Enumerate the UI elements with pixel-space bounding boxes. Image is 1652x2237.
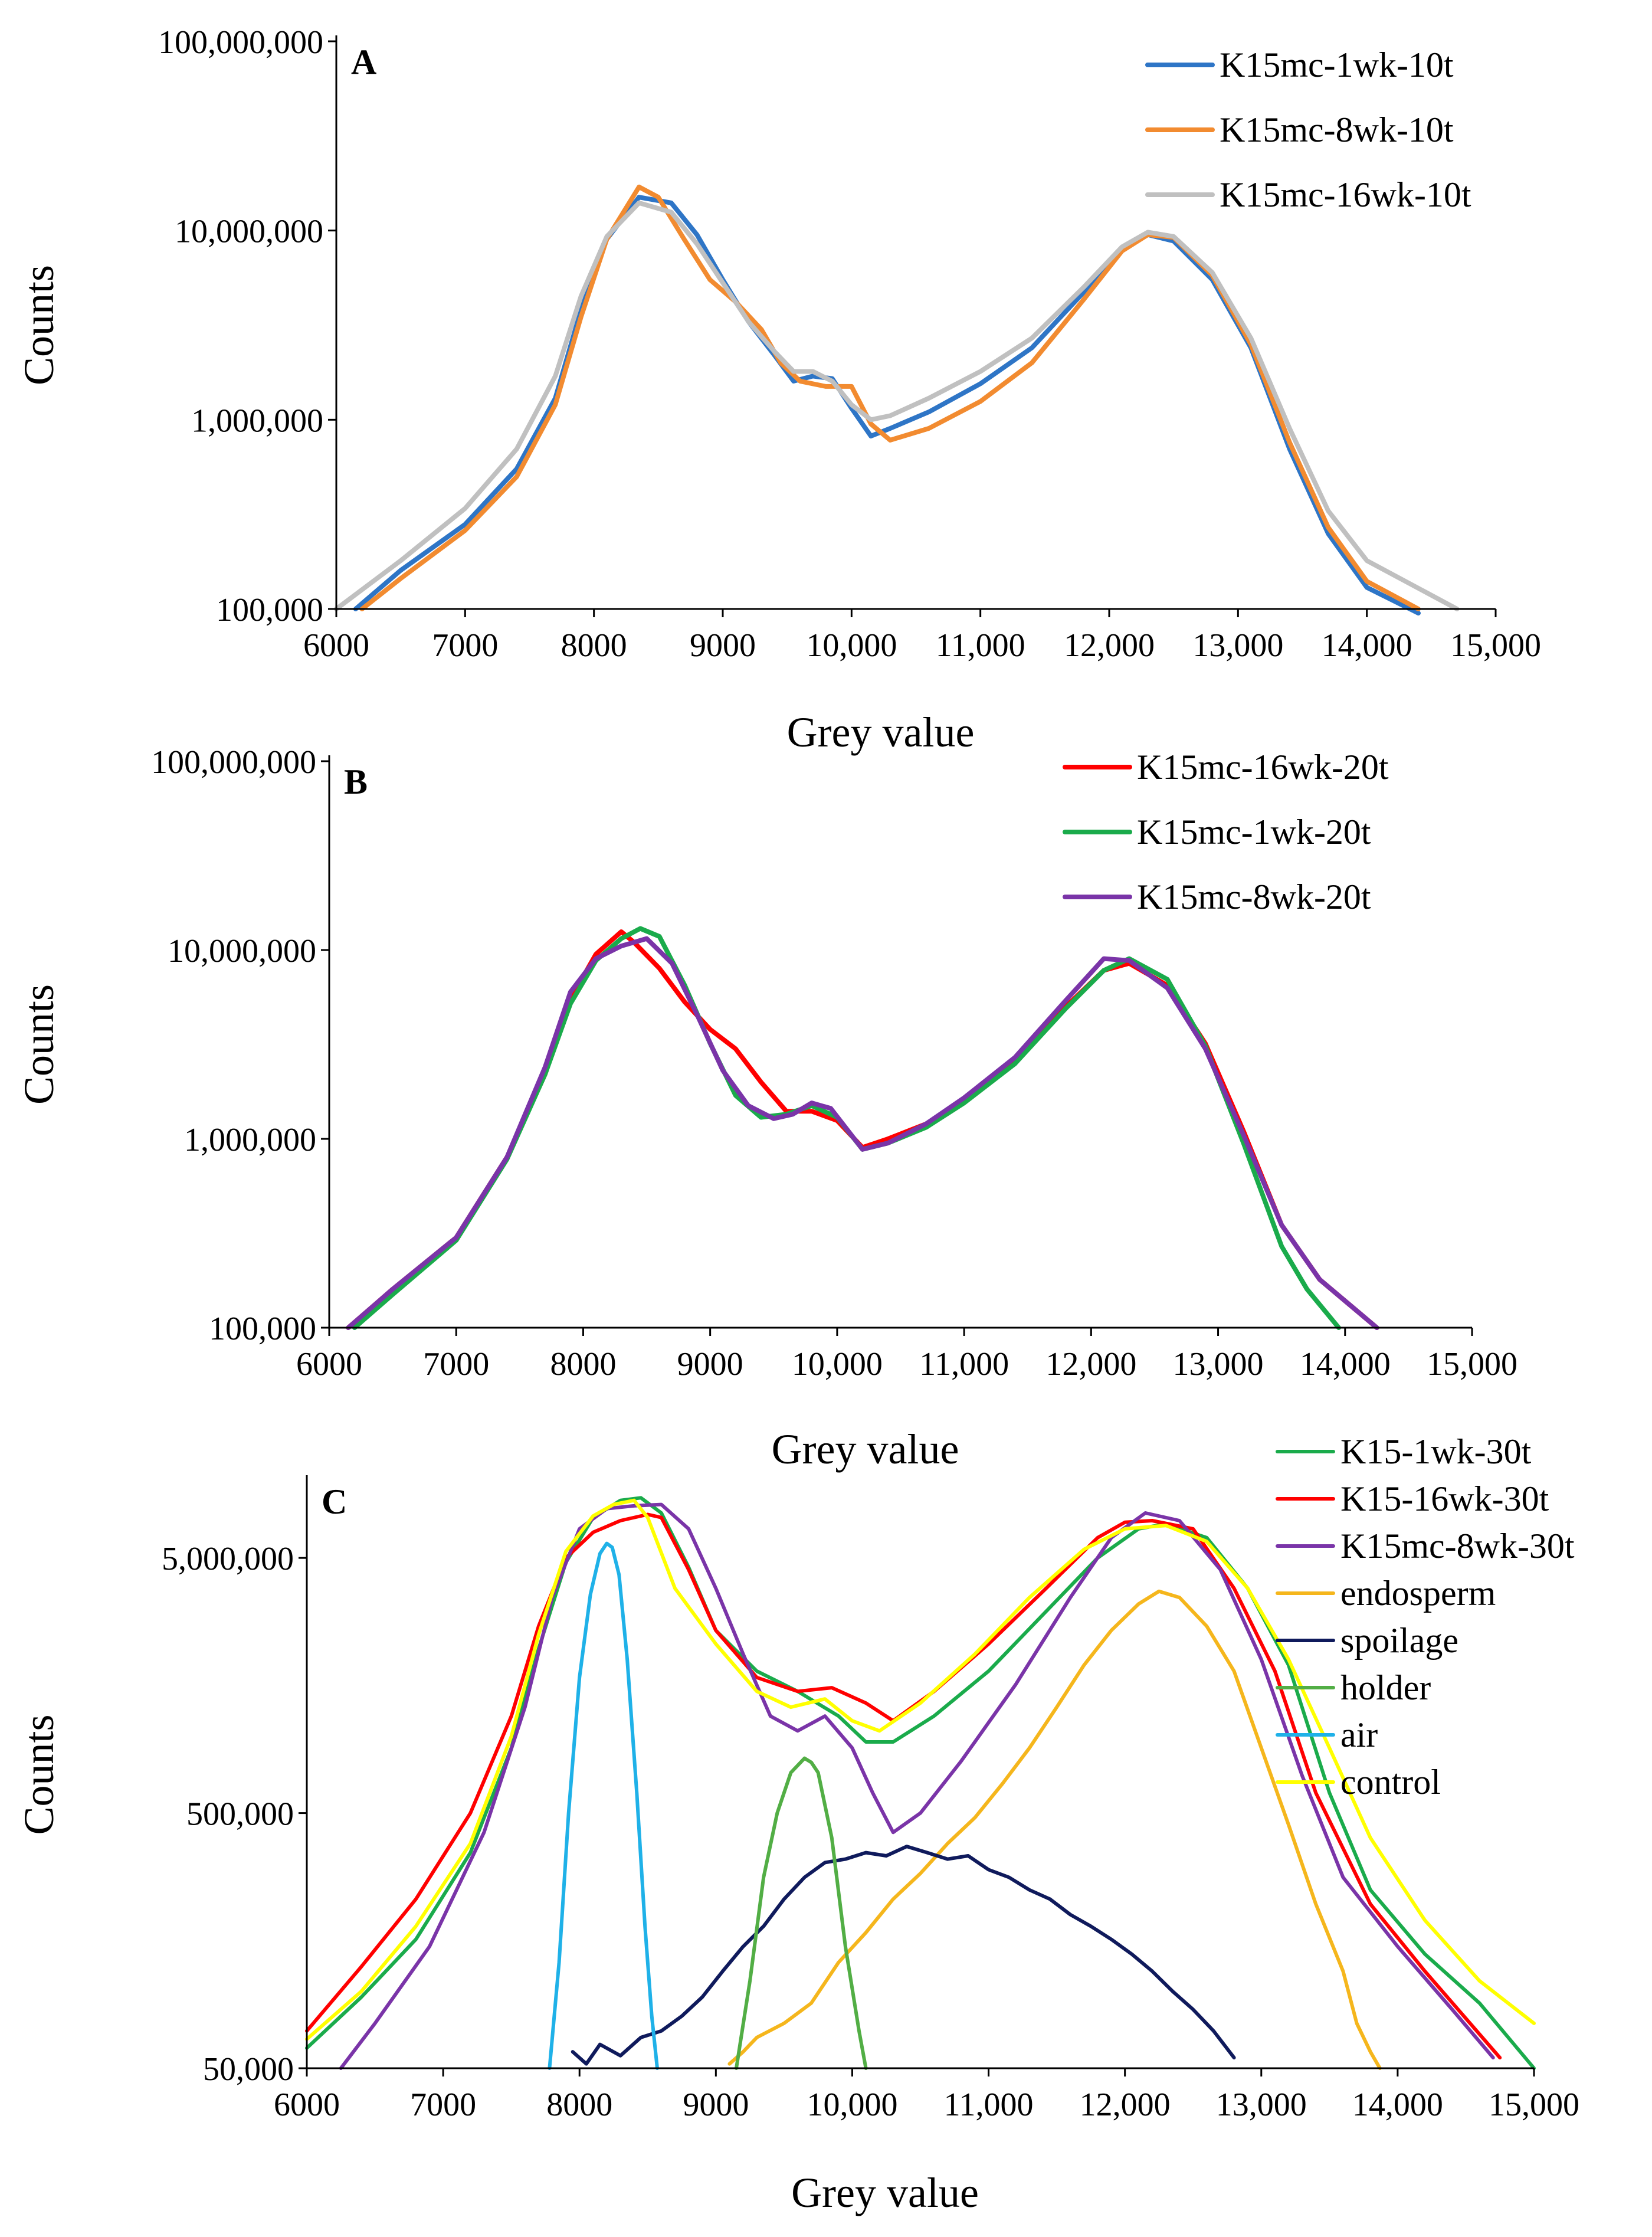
series-line-holder [735,1756,868,2070]
x-tick-label: 12,000 [1080,2087,1171,2123]
x-tick-label: 7000 [432,627,498,664]
x-tick-label: 13,000 [1192,627,1283,664]
series-line-k15mc-8wk-20t [346,936,1379,1330]
y-tick-label: 500,000 [186,1796,294,1833]
x-tick-label: 12,000 [1045,1346,1136,1383]
y-tick-label: 10,000,000 [168,933,316,970]
x-tick-label: 8000 [550,1346,616,1383]
x-tick-label: 6000 [296,1346,362,1383]
legend-label-k15mc-1wk-10t: K15mc-1wk-10t [1220,45,1454,84]
y-axis-label: Counts [15,265,63,385]
y-tick-label: 100,000,000 [151,744,316,781]
x-tick-label: 9000 [683,2087,749,2123]
x-tick-label: 8000 [546,2087,612,2123]
series-line-k15mc-1wk-10t [353,195,1421,616]
x-tick-label: 9000 [677,1346,743,1383]
series-line-k15-16wk-30t [305,1512,1502,2060]
y-tick-label: 100,000,000 [158,24,323,61]
series-line-k15mc-8wk-30t [339,1502,1495,2070]
series-line-control [305,1498,1536,2041]
y-tick-label: 10,000,000 [175,214,323,250]
y-tick-label: 1,000,000 [191,402,323,439]
legend-label-k15mc-16wk-20t: K15mc-16wk-20t [1137,748,1389,787]
legend-label-air: air [1340,1715,1378,1754]
legend-label-k15mc-8wk-20t: K15mc-8wk-20t [1137,877,1371,916]
x-tick-label: 14,000 [1352,2087,1443,2123]
x-tick-label: 14,000 [1322,627,1412,664]
x-axis-label: Grey value [772,1426,959,1473]
y-axis-label: Counts [15,1714,63,1835]
x-tick-label: 10,000 [792,1346,883,1383]
x-tick-label: 15,000 [1427,1346,1517,1383]
series-line-k15mc-8wk-10t [359,184,1421,611]
x-tick-label: 15,000 [1450,627,1541,664]
y-axis-label: Counts [15,984,63,1105]
y-tick-label: 5,000,000 [162,1541,294,1577]
legend-label-k15mc-1wk-20t: K15mc-1wk-20t [1137,813,1371,851]
x-tick-label: 11,000 [919,1346,1009,1383]
series-line-k15mc-16wk-20t [346,929,1379,1330]
x-tick-label: 7000 [423,1346,489,1383]
y-tick-label: 100,000 [209,1311,316,1347]
legend: K15mc-1wk-10t K15mc-8wk-10t K15mc-16wk-10t [1145,45,1471,214]
chart-panel-c: 6000 7000 8000 9000 10,000 11,000 12,000 13,000… [15,1432,1579,2216]
panel-letter: B [344,762,368,801]
legend-label-k15mc-16wk-10t: K15mc-16wk-10t [1220,175,1471,214]
chart-panel-b: 6000 7000 8000 9000 10,000 11,000 12,000 13,000… [15,744,1517,1473]
legend-label-holder: holder [1340,1668,1431,1707]
x-tick-label: 13,000 [1173,1346,1264,1383]
legend-label-k15mc-8wk-30t: K15mc-8wk-30t [1340,1527,1575,1565]
series-line-air [548,1541,659,2070]
x-tick-label: 12,000 [1064,627,1155,664]
x-tick-label: 10,000 [806,627,897,664]
series-line-endosperm [727,1589,1382,2070]
y-tick-label: 1,000,000 [184,1122,316,1158]
series-group [346,926,1379,1330]
x-tick-label: 10,000 [807,2087,897,2123]
chart-panel-a: 6000 7000 8000 9000 10,000 11,000 12,000 13,000… [15,24,1541,756]
legend-label-k15-1wk-30t: K15-1wk-30t [1340,1432,1532,1471]
legend-label-k15-16wk-30t: K15-16wk-30t [1340,1479,1549,1518]
legend-label-k15mc-8wk-10t: K15mc-8wk-10t [1220,110,1454,149]
x-axis-label: Grey value [787,709,975,756]
y-tick-label: 100,000 [216,592,323,628]
x-tick-label: 13,000 [1216,2087,1307,2123]
x-axis-label: Grey value [791,2169,979,2216]
legend-label-spoilage: spoilage [1340,1621,1458,1660]
x-tick-label: 8000 [561,627,627,664]
panel-letter: C [322,1482,347,1521]
legend-label-endosperm: endosperm [1340,1574,1496,1613]
x-tick-label: 7000 [410,2087,476,2123]
legend-label-control: control [1340,1763,1441,1802]
x-tick-label: 9000 [690,627,756,664]
panel-letter: A [351,42,376,81]
x-tick-label: 11,000 [944,2087,1034,2123]
x-tick-label: 11,000 [936,627,1025,664]
x-tick-label: 15,000 [1489,2087,1579,2123]
x-tick-label: 6000 [274,2087,340,2123]
series-group [334,184,1460,616]
legend: K15mc-16wk-20t K15mc-1wk-20t K15mc-8wk-20t [1063,748,1389,916]
x-tick-label: 6000 [303,627,369,664]
legend: K15-1wk-30t K15-16wk-30t K15mc-8wk-30t endo… [1276,1432,1575,1802]
y-tick-label: 50,000 [203,2051,294,2088]
series-line-spoilage [571,1845,1236,2066]
series-line-k15mc-16wk-10t [334,200,1460,611]
series-group [305,1496,1536,2070]
x-tick-label: 14,000 [1300,1346,1391,1383]
